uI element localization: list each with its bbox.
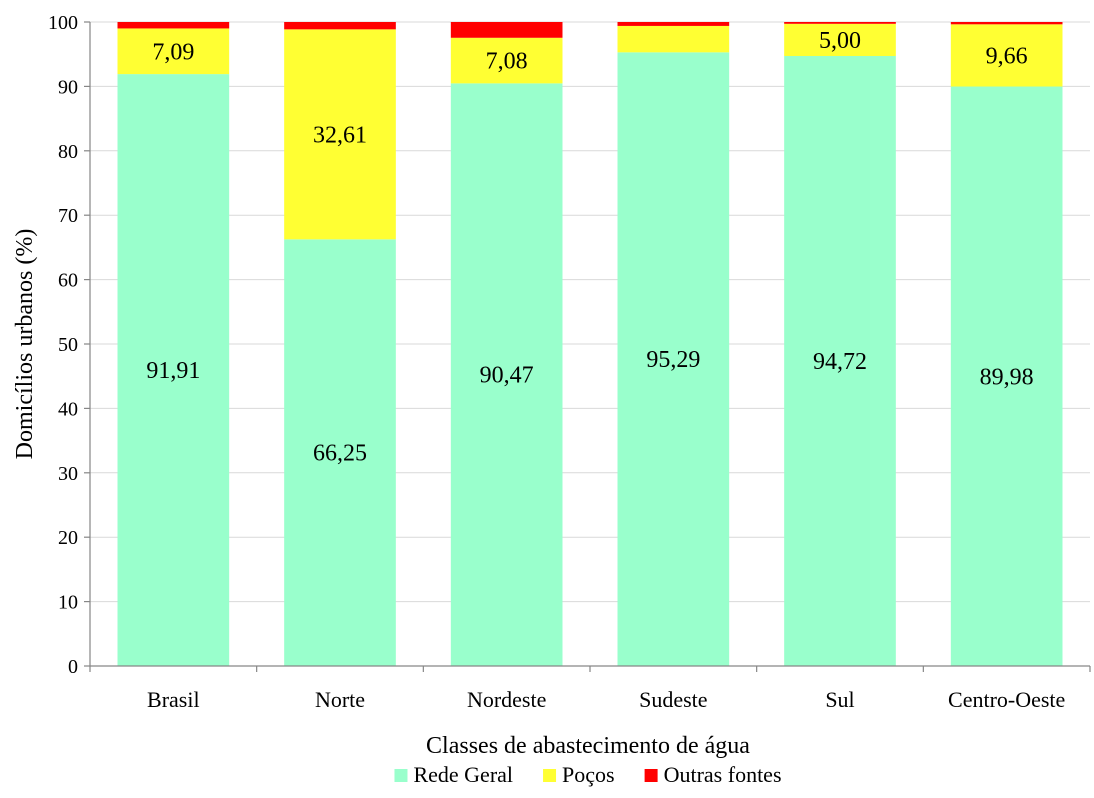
y-tick-label: 30 [58, 463, 78, 485]
legend: Rede Geral Poços Outras fontes [394, 762, 782, 787]
y-tick-label: 60 [58, 270, 78, 292]
y-tick-label: 40 [58, 398, 78, 420]
bar-segment-po-os [450, 37, 563, 84]
y-tick-label: 70 [58, 205, 78, 227]
bar-segment-outras-fontes [617, 22, 730, 26]
x-axis-title: Classes de abastecimento de água [426, 733, 750, 759]
x-tick-label: Centro-Oeste [948, 687, 1065, 712]
bar-segment-outras-fontes [450, 22, 563, 38]
y-tick-label: 20 [58, 527, 78, 549]
legend-label-outras-fontes: Outras fontes [664, 762, 782, 787]
bar-segment-rede-geral [617, 52, 730, 667]
bar-segment-rede-geral [784, 56, 896, 667]
y-tick-label: 50 [58, 334, 78, 356]
grid [90, 21, 1090, 603]
data-label: 9,66 [986, 43, 1028, 69]
x-tick-label: Sudeste [639, 687, 707, 712]
x-tick-label: Norte [315, 687, 365, 712]
y-tick-label: 80 [58, 141, 78, 163]
bar-segment-po-os [284, 29, 396, 240]
x-tick-label: Brasil [147, 687, 200, 712]
bar-segment-rede-geral [284, 239, 396, 666]
bar-segment-rede-geral [450, 83, 563, 667]
x-tick-label: Sul [825, 687, 854, 712]
bar-segment-outras-fontes [950, 22, 1063, 25]
legend-swatch-outras-fontes [644, 769, 658, 782]
legend-label-po-os: Poços [562, 762, 615, 787]
bar-segment-po-os [117, 28, 230, 75]
bar-segment-rede-geral [117, 74, 230, 666]
bars [117, 22, 1063, 667]
data-label: 66,25 [313, 441, 367, 467]
data-label: 5,00 [819, 28, 861, 54]
data-label: 94,72 [813, 349, 867, 375]
bar-segment-outras-fontes [284, 22, 396, 30]
bar-segment-po-os [950, 24, 1063, 87]
y-tick-label: 100 [48, 12, 78, 34]
data-label: 7,08 [486, 49, 528, 75]
bar-segment-po-os [784, 23, 896, 57]
legend-swatch-po-os [543, 769, 557, 782]
bar-segment-outras-fontes [784, 22, 896, 24]
y-tick-label: 0 [68, 656, 78, 678]
y-axis-title: Domicílios urbanos (%) [12, 229, 38, 460]
data-label: 32,61 [313, 122, 367, 148]
data-label: 7,09 [152, 39, 194, 65]
data-label: 91,91 [146, 358, 200, 384]
data-label: 89,98 [980, 364, 1034, 390]
legend-label-rede-geral: Rede Geral [413, 762, 513, 787]
y-tick-label: 90 [58, 76, 78, 98]
data-labels: 91,91 7,09 66,25 32,61 90,47 7,08 95,29 94,72 5,… [146, 28, 1033, 467]
x-tick-label: Nordeste [467, 687, 546, 712]
data-label: 95,29 [646, 347, 700, 373]
data-label: 90,47 [480, 363, 534, 389]
bar-segment-po-os [617, 25, 730, 53]
y-tick-label: 10 [58, 592, 78, 614]
bar-segment-outras-fontes [117, 22, 230, 29]
legend-swatch-rede-geral [394, 769, 408, 782]
bar-segment-rede-geral [950, 86, 1063, 666]
axes: 0 10 20 30 40 50 60 70 80 90 100 Brasil Norte Nordest… [48, 12, 1091, 712]
